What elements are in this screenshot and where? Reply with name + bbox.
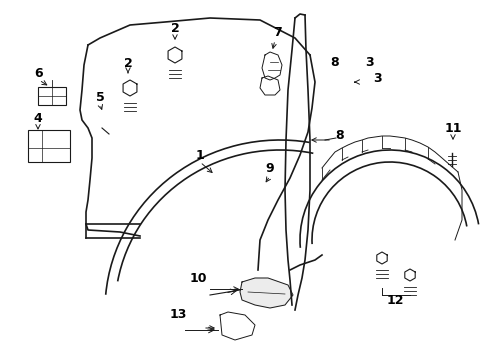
Text: 13: 13 <box>169 309 186 321</box>
Text: 2: 2 <box>170 22 179 35</box>
Text: 1: 1 <box>195 149 204 162</box>
Text: 10: 10 <box>189 271 206 284</box>
Text: 11: 11 <box>443 122 461 135</box>
Bar <box>28 130 70 162</box>
Text: 7: 7 <box>273 26 282 39</box>
Text: 8: 8 <box>330 55 339 68</box>
Text: 6: 6 <box>35 67 43 80</box>
Text: 9: 9 <box>265 162 274 175</box>
Text: 8: 8 <box>335 129 344 141</box>
Text: 5: 5 <box>96 90 104 104</box>
Text: 12: 12 <box>386 293 403 306</box>
Bar <box>38 87 66 105</box>
Polygon shape <box>240 278 292 308</box>
Text: 4: 4 <box>34 112 42 125</box>
Text: 3: 3 <box>373 72 382 85</box>
Text: 3: 3 <box>365 55 373 68</box>
Text: 2: 2 <box>123 57 132 69</box>
